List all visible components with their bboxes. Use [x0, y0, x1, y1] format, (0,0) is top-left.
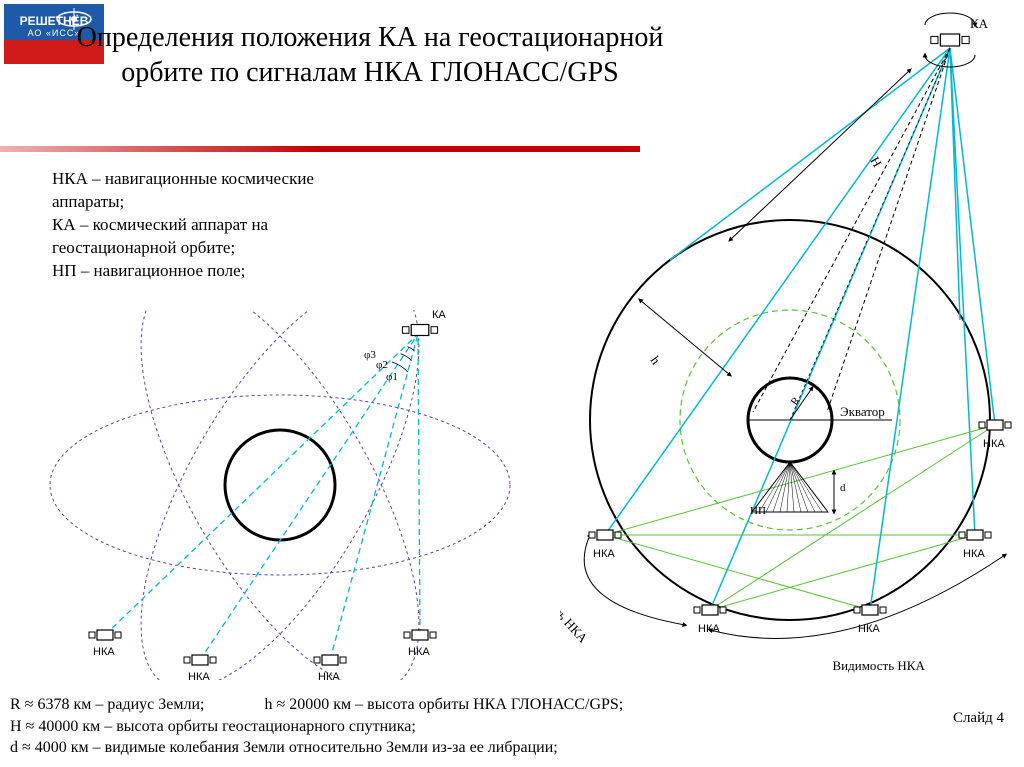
- svg-text:НКА: НКА: [93, 646, 115, 658]
- svg-text:Видимость НКА: Видимость НКА: [833, 658, 926, 673]
- svg-text:φ2: φ2: [376, 359, 388, 371]
- legend-line: НП – навигационное поле;: [52, 260, 382, 283]
- footer-block: R ≈ 6378 км – радиус Земли; h ≈ 20000 км…: [10, 694, 1014, 759]
- legend-line: КА – космический аппарат на геостационар…: [52, 214, 382, 260]
- svg-text:d: d: [840, 482, 846, 494]
- svg-text:НКА: НКА: [188, 671, 210, 680]
- svg-text:НП: НП: [750, 505, 766, 517]
- svg-text:НКА: НКА: [318, 671, 340, 680]
- svg-text:h: h: [648, 353, 664, 367]
- svg-text:НКА: НКА: [698, 623, 720, 635]
- legend-line: НКА – навигационные космические аппараты…: [52, 168, 382, 214]
- svg-text:φ3: φ3: [364, 349, 376, 361]
- legend-block: НКА – навигационные космические аппараты…: [52, 168, 382, 283]
- right-diagram: НКАНКАНКАНКАНКА КА ЭкваторНПHhRdВидимост…: [560, 10, 1020, 700]
- svg-text:НКА: НКА: [963, 548, 985, 560]
- footer-line: H ≈ 40000 км – высота орбиты геостациона…: [10, 716, 1014, 738]
- svg-text:НКА: НКА: [408, 646, 430, 658]
- footer-line: R ≈ 6378 км – радиус Земли; h ≈ 20000 км…: [10, 694, 1014, 716]
- left-diagram: НКА НКА НКА НКА КА φ1φ2φ3: [20, 310, 540, 680]
- title-divider: [0, 146, 640, 152]
- svg-text:НКА: НКА: [983, 438, 1005, 450]
- slide-number: Слайд 4: [953, 710, 1004, 727]
- svg-text:КА: КА: [432, 310, 446, 321]
- svg-text:НКА: НКА: [593, 548, 615, 560]
- svg-text:H: H: [867, 154, 885, 170]
- svg-text:Экватор: Экватор: [840, 404, 885, 419]
- svg-text:НКА: НКА: [858, 623, 880, 635]
- svg-text:φ1: φ1: [386, 371, 398, 383]
- svg-text:Видимость НКА: Видимость НКА: [560, 567, 591, 646]
- svg-text:КА: КА: [970, 16, 989, 31]
- footer-line: d ≈ 4000 км – видимые колебания Земли от…: [10, 737, 1014, 759]
